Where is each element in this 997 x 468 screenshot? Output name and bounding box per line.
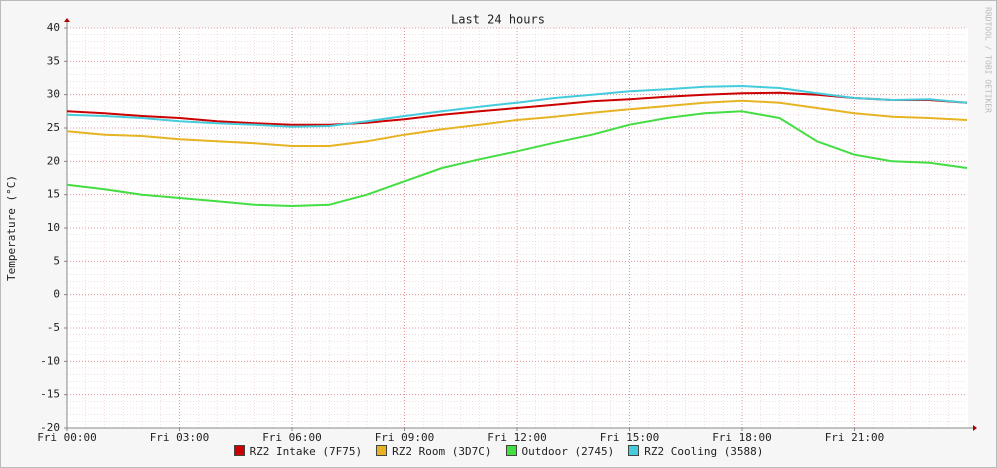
y-tick-label: 5 [53, 254, 60, 267]
y-tick-label: 25 [47, 121, 60, 134]
legend-item: RZ2 Cooling (3588) [628, 445, 763, 458]
x-tick-label: Fri 09:00 [375, 431, 435, 444]
y-tick-label: -5 [47, 321, 60, 334]
legend-item: Outdoor (2745) [505, 445, 615, 458]
y-tick-label: 20 [47, 154, 60, 167]
x-tick-label: Fri 06:00 [262, 431, 322, 444]
y-tick-label: 35 [47, 54, 60, 67]
legend-label: Outdoor (2745) [521, 445, 615, 458]
x-tick-label: Fri 21:00 [825, 431, 885, 444]
x-tick-label: Fri 12:00 [487, 431, 547, 444]
y-axis-label: Temperature (°C) [5, 175, 18, 281]
chart-title: Last 24 hours [451, 13, 545, 27]
y-axis-arrow [64, 18, 70, 22]
series-line [66, 99, 968, 147]
x-tick-label: Fri 15:00 [600, 431, 660, 444]
legend-swatch [376, 445, 388, 456]
y-tick-label: 10 [47, 221, 60, 234]
legend-swatch [233, 445, 245, 456]
y-tick-label: -20 [40, 421, 60, 434]
legend-item: RZ2 Intake (7F75) [233, 445, 363, 458]
legend-label: RZ2 Cooling (3588) [644, 445, 764, 458]
legend-item: RZ2 Room (3D7C) [376, 445, 492, 458]
y-tick-label: -10 [40, 354, 60, 367]
legend-label: RZ2 Intake (7F75) [249, 445, 363, 458]
series-line [66, 85, 968, 128]
series-line [66, 110, 968, 207]
legend-swatch [505, 445, 517, 456]
y-tick-label: 30 [47, 88, 60, 101]
series-line [66, 91, 968, 126]
x-tick-label: Fri 03:00 [150, 431, 210, 444]
x-axis-arrow [973, 425, 977, 431]
y-tick-label: 15 [47, 188, 60, 201]
watermark: RRDTOOL / TOBI OETIKER [984, 7, 993, 113]
legend-swatch [628, 445, 640, 456]
legend-label: RZ2 Room (3D7C) [392, 445, 492, 458]
y-tick-label: 40 [47, 21, 60, 34]
x-tick-label: Fri 00:00 [37, 431, 97, 444]
y-tick-label: -15 [40, 388, 60, 401]
y-tick-label: 0 [53, 288, 60, 301]
legend: RZ2 Intake (7F75) RZ2 Room (3D7C) Outdoor … [0, 445, 997, 458]
x-tick-label: Fri 18:00 [712, 431, 772, 444]
